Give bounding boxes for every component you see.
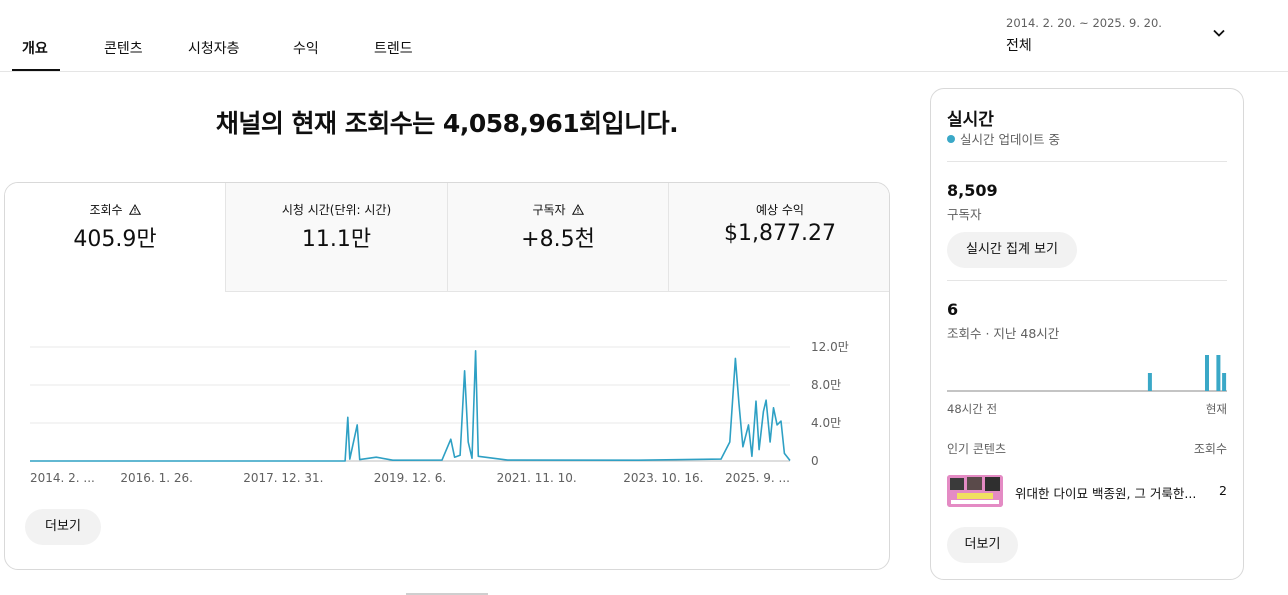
realtime-report-button[interactable]: 실시간 집계 보기 — [947, 232, 1077, 268]
video-title[interactable]: 위대한 다이묘 백종원, 그 거룩한... — [1015, 486, 1197, 501]
y-tick-label: 8.0만 — [811, 378, 841, 392]
x-tick-label: 2019. 12. 6. — [374, 471, 447, 485]
top-content-header: 인기 콘텐츠 — [947, 442, 1007, 456]
views-column-header: 조회수 — [1193, 442, 1227, 456]
tab-trends[interactable]: 트렌드 — [374, 41, 413, 57]
active-tab-indicator — [12, 69, 60, 71]
warning-icon — [571, 204, 584, 215]
realtime-views-label: 조회수 · 지난 48시간 — [947, 326, 1060, 341]
live-dot-icon — [947, 135, 955, 143]
realtime-more-button[interactable]: 더보기 — [947, 527, 1018, 563]
metric-subscribers-label: 구독자 — [532, 203, 566, 217]
metric-views-value: 405.9만 — [73, 227, 157, 252]
metric-revenue-value: $1,877.27 — [724, 221, 836, 246]
x-tick-label: 2014. 2. ... — [30, 471, 95, 485]
tab-audience[interactable]: 시청자층 — [188, 41, 240, 57]
metric-subscribers-tab[interactable]: 구독자 +8.5천 — [448, 183, 669, 292]
date-range-label: 전체 — [1006, 38, 1032, 54]
tab-content[interactable]: 콘텐츠 — [104, 41, 143, 57]
metric-revenue-label: 예상 수익 — [756, 203, 804, 217]
metric-watch-time-label: 시청 시간(단위: 시간) — [281, 203, 392, 217]
x-tick-label: 2025. 9. ... — [725, 471, 790, 485]
realtime-panel: 실시간 실시간 업데이트 중 8,509 구독자 실시간 집계 보기 6 조회수… — [930, 88, 1244, 580]
x-tick-label: 2016. 1. 26. — [120, 471, 193, 485]
realtime-bar[interactable] — [1205, 355, 1209, 391]
metric-watch-time-value: 11.1만 — [301, 227, 372, 252]
y-tick-label: 4.0만 — [811, 416, 841, 430]
metric-label-wrap: 구독자 — [448, 201, 668, 218]
y-tick-label: 12.0만 — [811, 340, 849, 354]
realtime-bar[interactable] — [1147, 373, 1152, 391]
metric-views-label: 조회수 — [89, 203, 123, 217]
views-chart: 12.0만 8.0만 4.0만 0 2014. 2. ... 2016. 1. 26. 20… — [30, 340, 849, 485]
page-title: 채널의 현재 조회수는 4,058,961회입니다. — [215, 109, 679, 138]
tab-overview[interactable]: 개요 — [22, 41, 48, 57]
realtime-views-count: 6 — [947, 300, 959, 319]
warning-icon — [128, 204, 141, 215]
date-range-selector[interactable]: 2014. 2. 20. ~ 2025. 9. 20. 전체 — [1006, 16, 1236, 60]
metric-subscribers-value: +8.5천 — [521, 227, 595, 252]
metric-views-tab[interactable]: 조회수 405.9만 — [5, 183, 226, 292]
realtime-subscriber-label: 구독자 — [947, 207, 982, 222]
realtime-status: 실시간 업데이트 중 — [947, 129, 1060, 148]
realtime-axis-start: 48시간 전 — [947, 402, 998, 416]
date-range-text: 2014. 2. 20. ~ 2025. 9. 20. — [1006, 16, 1162, 30]
x-tick-label: 2023. 10. 16. — [623, 471, 703, 485]
metric-revenue-tab[interactable]: 예상 수익 $1,877.27 — [669, 183, 889, 292]
more-button[interactable]: 더보기 — [25, 509, 101, 545]
realtime-bar[interactable] — [1222, 373, 1227, 391]
realtime-subscriber-count: 8,509 — [947, 181, 998, 200]
metric-label-wrap: 조회수 — [5, 201, 225, 218]
realtime-views-chart — [947, 355, 1227, 392]
video-thumbnail[interactable] — [947, 475, 1003, 507]
realtime-title: 실시간 — [947, 110, 994, 130]
realtime-bar[interactable] — [1216, 355, 1221, 391]
tab-revenue[interactable]: 수익 — [293, 41, 319, 57]
scroll-indicator — [406, 593, 488, 595]
x-tick-label: 2017. 12. 31. — [243, 471, 323, 485]
realtime-axis-end: 현재 — [1205, 402, 1227, 416]
video-views: 2 — [1219, 483, 1227, 498]
metrics-card: 조회수 405.9만 시청 시간(단위: 시간) 11.1만 구독자 +8.5천… — [4, 182, 890, 570]
thumbnail-image — [947, 475, 1003, 507]
y-tick-label: 0 — [811, 454, 819, 468]
x-tick-label: 2021. 11. 10. — [497, 471, 577, 485]
chevron-down-icon[interactable] — [1212, 26, 1226, 40]
metric-watch-time-tab[interactable]: 시청 시간(단위: 시간) 11.1만 — [226, 183, 448, 292]
divider — [947, 161, 1227, 162]
divider — [947, 280, 1227, 281]
top-tab-bar: 개요 콘텐츠 시청자층 수익 트렌드 2014. 2. 20. ~ 2025. … — [0, 0, 1288, 72]
views-series-line — [30, 350, 791, 462]
realtime-status-text: 실시간 업데이트 중 — [960, 132, 1060, 147]
